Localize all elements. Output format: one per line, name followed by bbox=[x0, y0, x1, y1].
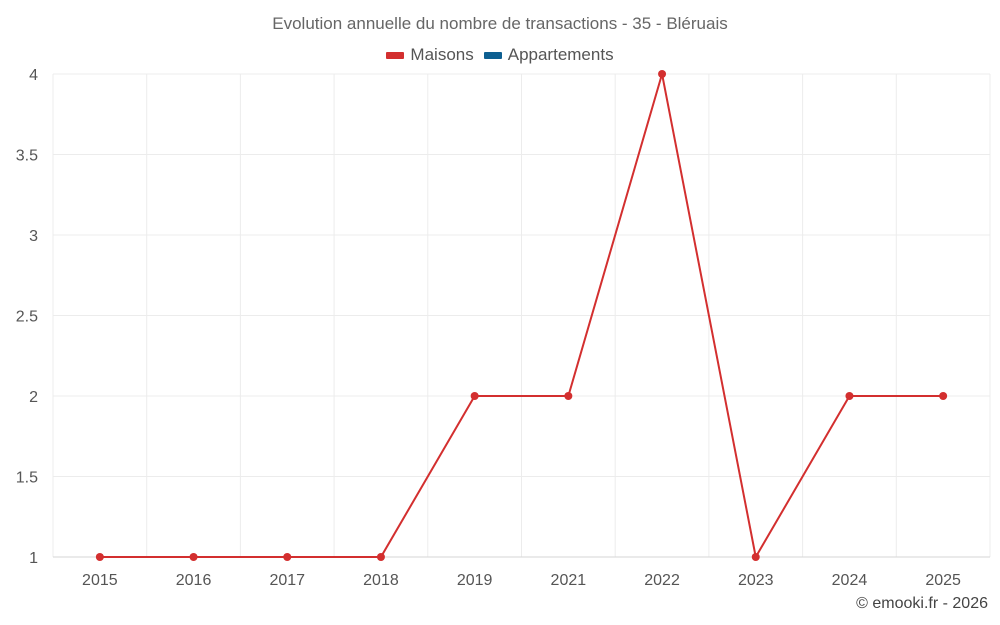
legend-label-appartements: Appartements bbox=[507, 45, 614, 64]
x-tick-label: 2019 bbox=[457, 572, 493, 589]
data-point bbox=[189, 553, 198, 561]
legend-label-maisons: Maisons bbox=[410, 45, 474, 64]
data-point bbox=[939, 392, 948, 400]
legend: Maisons Appartements bbox=[0, 45, 1000, 65]
x-tick-label: 2023 bbox=[738, 572, 774, 589]
y-tick-label: 3.5 bbox=[16, 148, 38, 165]
data-point bbox=[751, 553, 760, 561]
data-point bbox=[283, 553, 292, 561]
data-point bbox=[564, 392, 573, 400]
x-tick-label: 2016 bbox=[176, 572, 212, 589]
x-tick-label: 2018 bbox=[363, 572, 399, 589]
chart-title: Evolution annuelle du nombre de transact… bbox=[272, 14, 728, 33]
legend-item-maisons[interactable]: Maisons bbox=[386, 45, 474, 65]
y-tick-label: 2.5 bbox=[16, 309, 38, 326]
legend-swatch-maisons bbox=[386, 51, 405, 59]
x-tick-label: 2017 bbox=[269, 572, 305, 589]
legend-swatch-appartements bbox=[483, 51, 502, 59]
x-tick-label: 2015 bbox=[82, 572, 118, 589]
y-tick-label: 1 bbox=[29, 550, 38, 567]
x-tick-label: 2025 bbox=[925, 572, 961, 589]
data-point bbox=[845, 392, 854, 400]
data-point bbox=[470, 392, 479, 400]
y-tick-label: 4 bbox=[29, 67, 38, 84]
y-tick-label: 1.5 bbox=[16, 470, 38, 487]
y-tick-label: 2 bbox=[29, 389, 38, 406]
legend-item-appartements[interactable]: Appartements bbox=[483, 45, 614, 65]
credit: © emooki.fr - 2026 bbox=[856, 595, 988, 612]
data-point bbox=[95, 553, 104, 561]
data-point bbox=[376, 553, 385, 561]
y-tick-label: 3 bbox=[29, 228, 38, 245]
data-point bbox=[658, 70, 667, 78]
x-tick-label: 2021 bbox=[551, 572, 587, 589]
series-line-maisons bbox=[99, 73, 944, 558]
x-tick-label: 2022 bbox=[644, 572, 680, 589]
x-tick-label: 2024 bbox=[832, 572, 868, 589]
